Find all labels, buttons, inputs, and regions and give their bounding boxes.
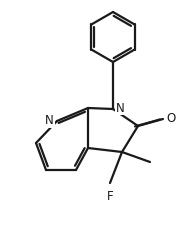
- Text: N: N: [116, 101, 125, 114]
- Text: N: N: [45, 114, 54, 128]
- Text: F: F: [107, 190, 113, 203]
- Text: O: O: [166, 113, 175, 126]
